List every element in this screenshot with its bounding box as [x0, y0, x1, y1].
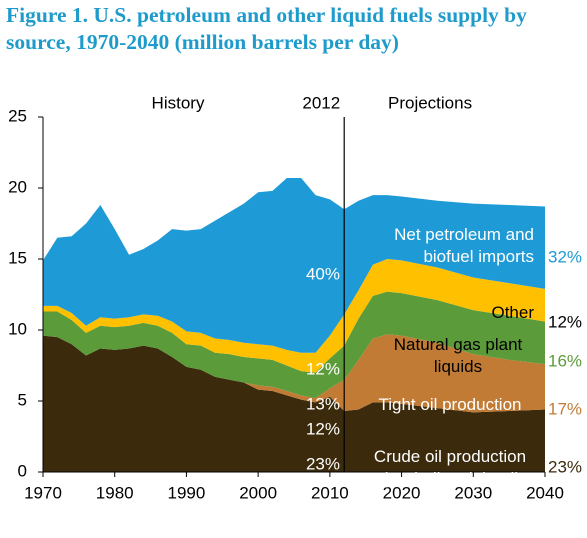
share-2040-label: 16%	[548, 351, 582, 370]
share-2012-label: 40%	[306, 264, 340, 283]
series-label: Tight oil production	[378, 395, 522, 414]
x-tick-label: 2010	[311, 483, 349, 502]
x-tick-label: 1990	[168, 483, 206, 502]
share-2012-label: 12%	[306, 359, 340, 378]
series-label: Net petroleum and biofuel imports	[394, 225, 534, 266]
share-2012-label: 12%	[306, 419, 340, 438]
projections-label: Projections	[388, 93, 472, 112]
history-label: History	[152, 93, 205, 112]
y-tick-label: 25	[8, 106, 27, 125]
series-label: Crude oil production (excluding tight oi…	[373, 447, 527, 488]
share-2012-label: 23%	[306, 454, 340, 473]
share-2040-label: 32%	[548, 247, 582, 266]
x-tick-label: 1980	[96, 483, 134, 502]
area	[43, 291, 545, 399]
divider-label: 2012	[302, 93, 340, 112]
x-tick-label: 2040	[526, 483, 564, 502]
x-tick-label: 1970	[24, 483, 62, 502]
chart-title: Figure 1. U.S. petroleum and other liqui…	[6, 3, 527, 54]
area	[43, 334, 545, 413]
share-2040-label: 12%	[548, 312, 582, 331]
y-tick-label: 10	[8, 319, 27, 338]
share-2040-label: 23%	[548, 457, 582, 476]
area	[43, 178, 545, 353]
x-tick-label: 2000	[239, 483, 277, 502]
y-tick-label: 20	[8, 177, 27, 196]
share-2012-label: 13%	[306, 394, 340, 413]
area	[43, 335, 545, 472]
y-tick-label: 5	[18, 390, 27, 409]
x-tick-label: 2020	[383, 483, 421, 502]
y-tick-label: 0	[18, 461, 27, 480]
series-label: Other	[491, 303, 534, 322]
x-tick-label: 2030	[454, 483, 492, 502]
area	[43, 259, 545, 373]
y-tick-label: 15	[8, 248, 27, 267]
series-label: Natural gas plant liquids	[393, 335, 523, 376]
share-2040-label: 17%	[548, 399, 582, 418]
